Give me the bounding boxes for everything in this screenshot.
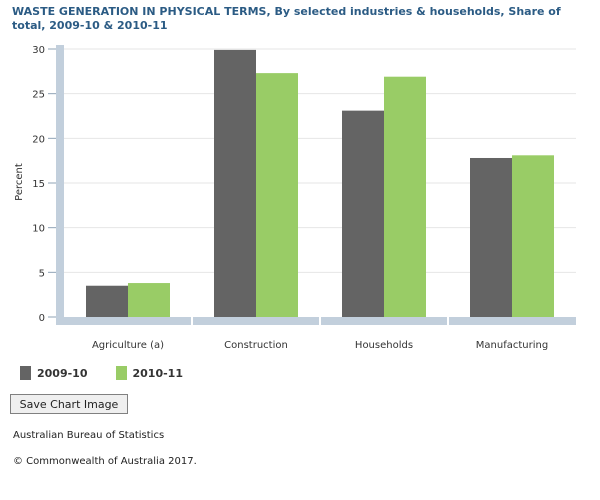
bar-2010-11-manufacturing[interactable]: [512, 155, 554, 317]
bar-2010-11-construction[interactable]: [256, 73, 298, 318]
save-chart-image-button[interactable]: Save Chart Image: [10, 394, 128, 414]
y-tick-label: 20: [32, 134, 45, 145]
x-tick-label: Agriculture (a): [92, 340, 164, 351]
bar-2009-10-agriculture-a-[interactable]: [86, 285, 128, 317]
source-text: Australian Bureau of Statistics: [13, 430, 165, 441]
legend-label-2009-10: 2009-10: [37, 366, 88, 380]
label-layer: 0 5 10 15 20 25 30 Percent Agriculture (a) Constr…: [14, 45, 548, 351]
legend: 2009-10 2010-11: [20, 366, 211, 380]
legend-item-2009-10[interactable]: 2009-10: [20, 366, 88, 380]
legend-swatch-2010-11: [115, 366, 127, 380]
x-tick-label: Households: [355, 340, 413, 351]
copyright-text: © Commonwealth of Australia 2017.: [13, 456, 197, 467]
y-tick-label: 25: [32, 90, 45, 101]
legend-label-2010-11: 2010-11: [132, 366, 184, 380]
x-axis-band: [56, 317, 576, 325]
x-tick-label: Construction: [224, 340, 288, 351]
bar-2010-11-agriculture-a-[interactable]: [128, 283, 170, 317]
bar-2009-10-manufacturing[interactable]: [470, 157, 512, 317]
y-tick-label: 0: [39, 313, 45, 324]
legend-swatch-2009-10: [20, 366, 31, 380]
axis-layer: [48, 45, 576, 325]
y-tick-label: 15: [32, 179, 45, 190]
bar-2009-10-households[interactable]: [342, 110, 384, 317]
legend-item-2010-11[interactable]: 2010-11: [115, 366, 184, 380]
y-axis-strip: [56, 45, 64, 325]
y-axis-label: Percent: [14, 163, 25, 201]
bar-2009-10-construction[interactable]: [214, 49, 256, 317]
bar-2010-11-households[interactable]: [384, 76, 426, 318]
y-tick-label: 5: [39, 268, 45, 279]
chart-title: WASTE GENERATION IN PHYSICAL TERMS, By s…: [12, 5, 561, 32]
x-tick-label: Manufacturing: [476, 340, 548, 351]
bar-layer: [86, 49, 554, 318]
y-tick-label: 10: [32, 224, 45, 235]
y-tick-label: 30: [32, 45, 45, 56]
